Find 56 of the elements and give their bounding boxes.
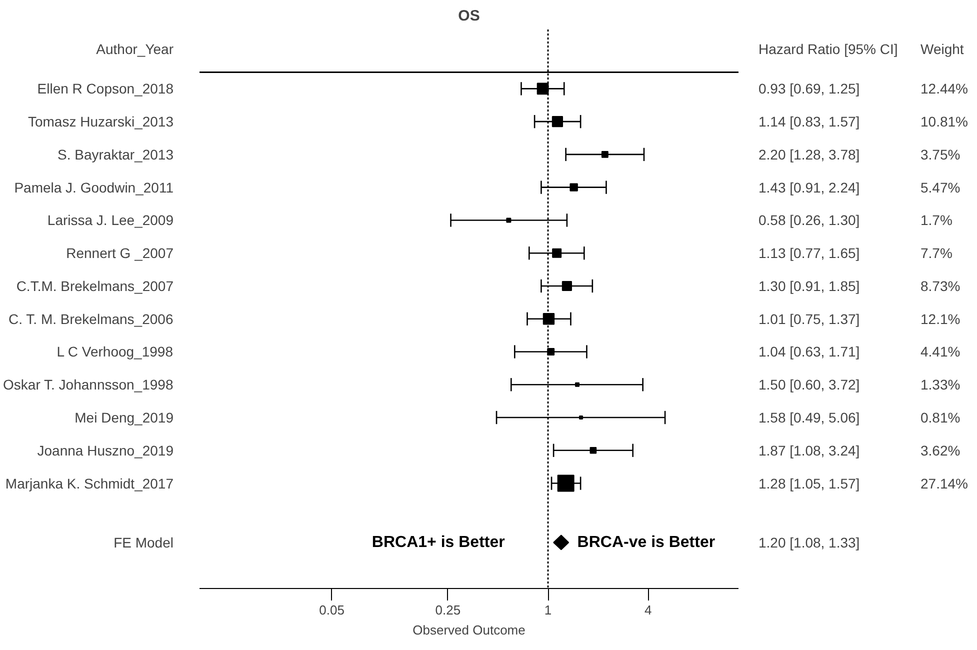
text: 12.1% — [920, 310, 960, 327]
data-label: 1.50 [0.60, 3.72] — [758, 376, 860, 393]
y-tick-label: Oskar T. Johannsson_1998 — [3, 376, 174, 393]
y-axis-title: Author_Year — [96, 41, 174, 58]
y-tick-label: L C Verhoog_1998 — [56, 344, 174, 360]
text: 3.75% — [920, 146, 960, 162]
data-label: 1.58 [0.49, 5.06] — [758, 410, 860, 426]
annotation: BRCA1+ is Better — [372, 534, 505, 551]
y-tick-label: Ellen R Copson_2018 — [37, 80, 174, 97]
text: 0.81% — [920, 410, 960, 426]
data-label: 1.01 [0.75, 1.37] — [758, 310, 860, 327]
text: 27.14% — [920, 475, 968, 492]
y-tick-label: Mei Deng_2019 — [74, 410, 174, 426]
chart-title: OS — [458, 8, 480, 24]
text: 3.62% — [920, 442, 960, 458]
x-tick-label: 1 — [544, 602, 552, 618]
text: Weight — [920, 41, 964, 58]
data-label: 1.87 [1.08, 3.24] — [758, 442, 860, 458]
text: 5.47% — [920, 179, 960, 196]
text: 7.7% — [920, 245, 952, 262]
point — [552, 116, 564, 128]
annotation: BRCA-ve is Better — [577, 534, 716, 551]
text: 1.7% — [920, 212, 952, 228]
y-tick-label: C.T.M. Brekelmans_2007 — [16, 278, 174, 294]
y-tick-label: Rennert G _2007 — [66, 245, 174, 262]
data-label: 1.28 [1.05, 1.57] — [758, 475, 860, 492]
y-tick-label: Tomasz Huzarski_2013 — [28, 114, 174, 130]
point — [562, 280, 572, 292]
text: 10.81% — [920, 114, 968, 130]
text: 4.41% — [920, 344, 960, 360]
y-tick-label: Joanna Huszno_2019 — [37, 442, 174, 458]
data-label: 1.13 [0.77, 1.65] — [758, 245, 860, 262]
text: 8.73% — [920, 278, 960, 294]
y-tick-label: Marjanka K. Schmidt_2017 — [5, 475, 174, 492]
data-label: 1.14 [0.83, 1.57] — [758, 114, 860, 130]
data-label: 1.43 [0.91, 2.24] — [758, 179, 860, 196]
point — [552, 248, 562, 258]
text: 12.44% — [920, 80, 968, 97]
data-label: 1.20 [1.08, 1.33] — [758, 534, 860, 550]
point — [542, 313, 555, 325]
data-label: 2.20 [1.28, 3.78] — [758, 146, 860, 162]
text: Hazard Ratio [95% CI] — [758, 41, 898, 58]
text: 1.33% — [920, 376, 960, 393]
y-tick-label: FE Model — [114, 534, 174, 550]
data-label: 1.30 [0.91, 1.85] — [758, 278, 860, 294]
y-tick-label: Larissa J. Lee_2009 — [47, 212, 174, 228]
x-tick-label: 0.05 — [319, 602, 344, 618]
x-tick-label: 0.25 — [435, 602, 461, 618]
x-tick-label: 4 — [644, 602, 652, 618]
y-tick-label: C. T. M. Brekelmans_2006 — [8, 310, 174, 327]
data-label: 1.04 [0.63, 1.71] — [758, 344, 860, 360]
x-axis-title: Observed Outcome — [412, 622, 526, 638]
y-tick-label: Pamela J. Goodwin_2011 — [14, 179, 174, 196]
data-label: 0.58 [0.26, 1.30] — [758, 212, 860, 228]
y-tick-label: S. Bayraktar_2013 — [58, 146, 174, 162]
data-label: 0.93 [0.69, 1.25] — [758, 80, 860, 97]
